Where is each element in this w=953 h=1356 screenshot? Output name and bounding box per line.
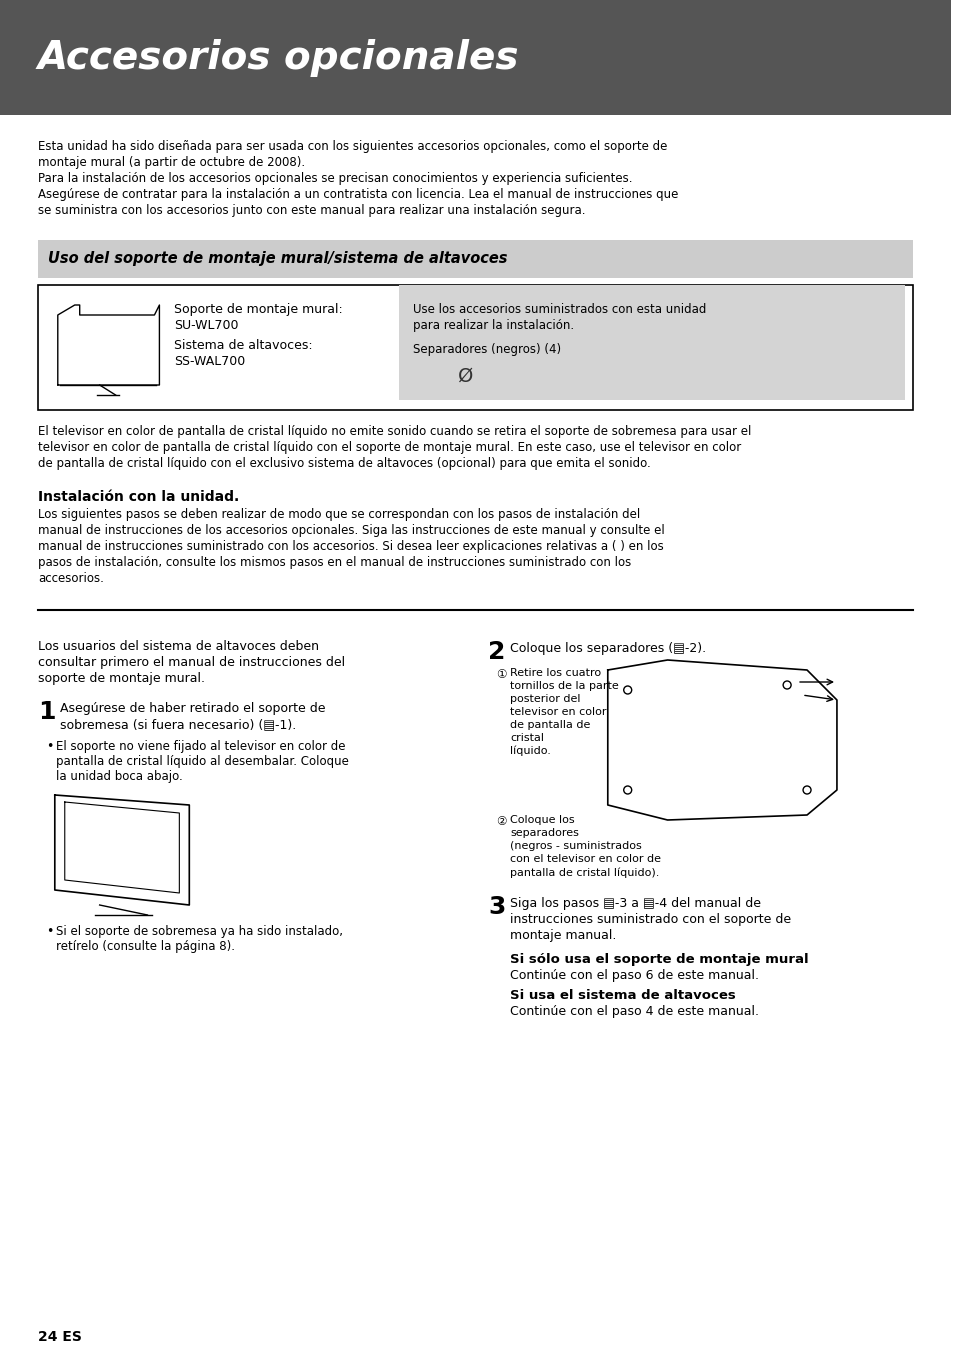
- Text: El soporte no viene fijado al televisor en color de: El soporte no viene fijado al televisor …: [55, 740, 345, 753]
- Text: •: •: [46, 925, 53, 938]
- Text: (negros - suministrados: (negros - suministrados: [510, 841, 641, 852]
- Text: para realizar la instalación.: para realizar la instalación.: [413, 319, 574, 332]
- Text: se suministra con los accesorios junto con este manual para realizar una instala: se suministra con los accesorios junto c…: [38, 203, 585, 217]
- Text: Si usa el sistema de altavoces: Si usa el sistema de altavoces: [510, 989, 735, 1002]
- Text: consultar primero el manual de instrucciones del: consultar primero el manual de instrucci…: [38, 656, 345, 669]
- Text: 3: 3: [488, 895, 505, 919]
- Text: Si sólo usa el soporte de montaje mural: Si sólo usa el soporte de montaje mural: [510, 953, 808, 965]
- Text: la unidad boca abajo.: la unidad boca abajo.: [55, 770, 182, 782]
- Text: Ø: Ø: [457, 367, 474, 386]
- Text: Instalación con la unidad.: Instalación con la unidad.: [38, 490, 239, 504]
- Text: SS-WAL700: SS-WAL700: [174, 355, 245, 367]
- Text: Los siguientes pasos se deben realizar de modo que se correspondan con los pasos: Los siguientes pasos se deben realizar d…: [38, 508, 639, 521]
- Text: Accesorios opcionales: Accesorios opcionales: [38, 39, 518, 77]
- Text: separadores: separadores: [510, 829, 578, 838]
- Text: montaje manual.: montaje manual.: [510, 929, 616, 942]
- Text: SU-WL700: SU-WL700: [174, 319, 238, 332]
- Text: soporte de montaje mural.: soporte de montaje mural.: [38, 673, 205, 685]
- Text: Sistema de altavoces:: Sistema de altavoces:: [174, 339, 313, 353]
- Text: instrucciones suministrado con el soporte de: instrucciones suministrado con el soport…: [510, 913, 790, 926]
- Text: posterior del: posterior del: [510, 694, 580, 704]
- Text: Coloque los separadores (▤-2).: Coloque los separadores (▤-2).: [510, 641, 705, 655]
- Text: Retire los cuatro: Retire los cuatro: [510, 669, 600, 678]
- Text: líquido.: líquido.: [510, 746, 551, 757]
- Text: accesorios.: accesorios.: [38, 572, 104, 584]
- Text: Asegúrese de contratar para la instalación a un contratista con licencia. Lea el: Asegúrese de contratar para la instalaci…: [38, 188, 678, 201]
- FancyBboxPatch shape: [398, 285, 903, 400]
- Text: televisor en color: televisor en color: [510, 706, 606, 717]
- Text: El televisor en color de pantalla de cristal líquido no emite sonido cuando se r: El televisor en color de pantalla de cri…: [38, 424, 750, 438]
- Text: manual de instrucciones suministrado con los accesorios. Si desea leer explicaci: manual de instrucciones suministrado con…: [38, 540, 663, 553]
- Text: manual de instrucciones de los accesorios opcionales. Siga las instrucciones de : manual de instrucciones de los accesorio…: [38, 523, 664, 537]
- Text: 1: 1: [38, 700, 55, 724]
- Text: ②: ②: [496, 815, 506, 829]
- Text: Uso del soporte de montaje mural/sistema de altavoces: Uso del soporte de montaje mural/sistema…: [48, 251, 507, 267]
- Text: televisor en color de pantalla de cristal líquido con el soporte de montaje mura: televisor en color de pantalla de crista…: [38, 441, 740, 454]
- Text: retírelo (consulte la página 8).: retírelo (consulte la página 8).: [55, 940, 234, 953]
- Text: Los usuarios del sistema de altavoces deben: Los usuarios del sistema de altavoces de…: [38, 640, 318, 654]
- Text: montaje mural (a partir de octubre de 2008).: montaje mural (a partir de octubre de 20…: [38, 156, 305, 170]
- Text: Siga los pasos ▤-3 a ▤-4 del manual de: Siga los pasos ▤-3 a ▤-4 del manual de: [510, 898, 760, 910]
- Text: pantalla de cristal líquido al desembalar. Coloque: pantalla de cristal líquido al desembala…: [55, 755, 348, 767]
- Text: de pantalla de cristal líquido con el exclusivo sistema de altavoces (opcional) : de pantalla de cristal líquido con el ex…: [38, 457, 650, 471]
- Text: tornillos de la parte: tornillos de la parte: [510, 681, 618, 692]
- Text: pasos de instalación, consulte los mismos pasos en el manual de instrucciones su: pasos de instalación, consulte los mismo…: [38, 556, 631, 570]
- Text: •: •: [46, 740, 53, 753]
- Text: 24 ES: 24 ES: [38, 1330, 82, 1344]
- Text: 2: 2: [488, 640, 505, 664]
- Text: Si el soporte de sobremesa ya ha sido instalado,: Si el soporte de sobremesa ya ha sido in…: [55, 925, 342, 938]
- Text: Soporte de montaje mural:: Soporte de montaje mural:: [174, 302, 343, 316]
- Text: Continúe con el paso 4 de este manual.: Continúe con el paso 4 de este manual.: [510, 1005, 759, 1018]
- Text: Continúe con el paso 6 de este manual.: Continúe con el paso 6 de este manual.: [510, 970, 759, 982]
- FancyBboxPatch shape: [38, 240, 912, 278]
- FancyBboxPatch shape: [0, 0, 949, 115]
- Text: Use los accesorios suministrados con esta unidad: Use los accesorios suministrados con est…: [413, 302, 706, 316]
- Text: con el televisor en color de: con el televisor en color de: [510, 854, 660, 864]
- Text: cristal: cristal: [510, 734, 543, 743]
- Text: pantalla de cristal líquido).: pantalla de cristal líquido).: [510, 866, 659, 877]
- Text: Separadores (negros) (4): Separadores (negros) (4): [413, 343, 561, 357]
- FancyBboxPatch shape: [38, 285, 912, 410]
- Text: de pantalla de: de pantalla de: [510, 720, 590, 730]
- Text: Coloque los: Coloque los: [510, 815, 574, 824]
- Text: Esta unidad ha sido diseñada para ser usada con los siguientes accesorios opcion: Esta unidad ha sido diseñada para ser us…: [38, 140, 666, 153]
- Text: ①: ①: [496, 669, 506, 681]
- Text: sobremesa (si fuera necesario) (▤-1).: sobremesa (si fuera necesario) (▤-1).: [60, 717, 295, 731]
- Text: Para la instalación de los accesorios opcionales se precisan conocimientos y exp: Para la instalación de los accesorios op…: [38, 172, 632, 184]
- Text: Asegúrese de haber retirado el soporte de: Asegúrese de haber retirado el soporte d…: [60, 702, 325, 715]
